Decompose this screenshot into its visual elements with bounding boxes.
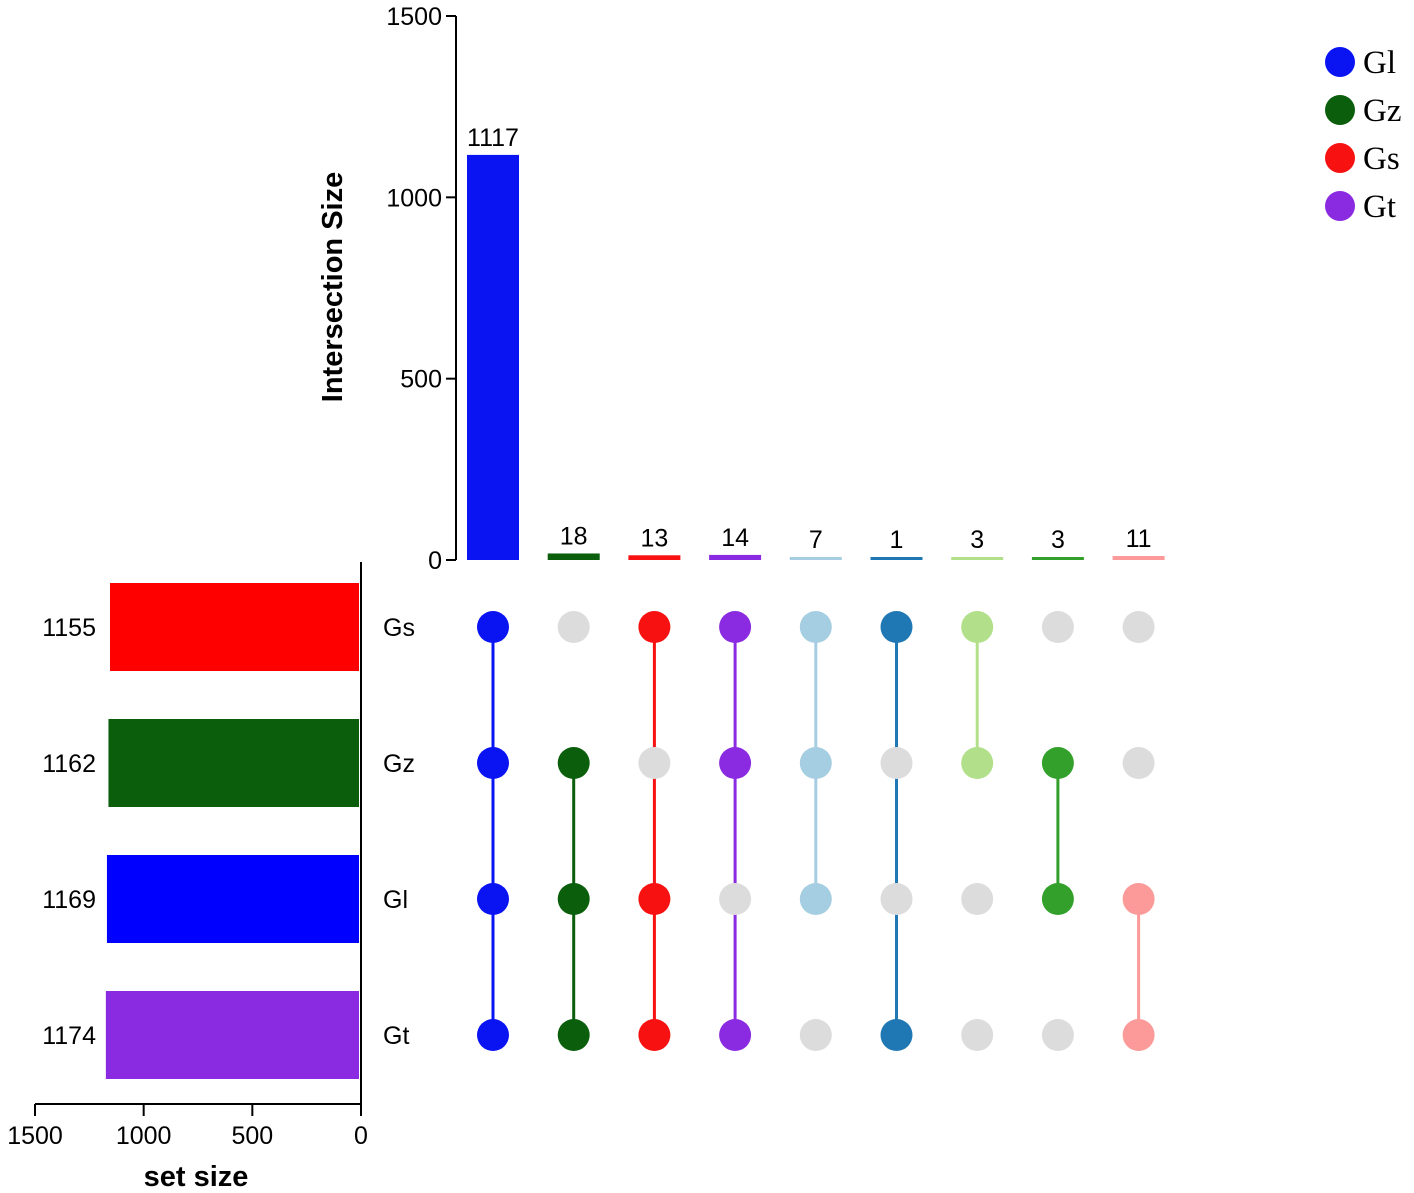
matrix-dot-active: [477, 611, 509, 643]
matrix-dot-inactive: [880, 747, 913, 779]
legend-swatch: [1325, 191, 1355, 221]
matrix-dot-inactive: [961, 1019, 994, 1051]
matrix-dot-active: [638, 611, 671, 643]
matrix-dot-active: [1041, 747, 1074, 779]
intersection-bar-label: 13: [640, 524, 668, 552]
matrix-dot-active: [1041, 883, 1074, 915]
matrix-dot-active: [638, 883, 671, 915]
set-name-label: Gt: [383, 1022, 409, 1050]
intersection-axis-tick-label: 1000: [386, 184, 442, 212]
intersection-axis-tick-label: 1500: [386, 3, 442, 31]
set-size-axis-tick-label: 1500: [7, 1122, 63, 1150]
set-size-bar: [108, 719, 359, 807]
intersection-bar-label: 1: [890, 526, 904, 554]
set-size-label: 1155: [42, 614, 96, 642]
legend: Gl Gz Gs Gt: [1325, 45, 1401, 225]
matrix-dot-active: [961, 611, 994, 643]
set-size-label: 1174: [42, 1022, 96, 1050]
intersection-bar: [951, 557, 1004, 560]
matrix-dot-active: [799, 883, 832, 915]
legend-swatch: [1325, 95, 1355, 125]
matrix-dot-active: [477, 883, 509, 915]
set-size-bar: [109, 583, 359, 671]
intersection-bar-label: 3: [970, 526, 984, 554]
intersection-bar-label: 11: [1126, 525, 1152, 553]
matrix-dot-active: [799, 611, 832, 643]
matrix-dot-active: [477, 747, 509, 779]
matrix-dot-inactive: [1122, 747, 1155, 779]
matrix-dot-active: [1122, 883, 1155, 915]
matrix-dot-active: [557, 883, 590, 915]
intersection-bar: [628, 555, 681, 560]
intersection-bar-label: 14: [721, 524, 749, 552]
intersection-bar-label: 3: [1051, 526, 1065, 554]
matrix-dot-inactive: [880, 883, 913, 915]
matrix-dot-inactive: [557, 611, 590, 643]
intersection-bar: [1031, 557, 1084, 560]
intersection-bar: [1112, 556, 1165, 560]
intersection-axis-tick-label: 500: [400, 366, 442, 394]
matrix-dot-active: [557, 747, 590, 779]
legend-label: Gt: [1363, 189, 1396, 225]
legend-label: Gl: [1363, 45, 1396, 81]
set-name-label: Gl: [383, 886, 408, 914]
set-name-label: Gz: [383, 750, 415, 778]
matrix-dot-active: [961, 747, 994, 779]
matrix-dot-inactive: [1041, 611, 1074, 643]
matrix-dot-active: [799, 747, 832, 779]
intersection-bar: [870, 557, 923, 560]
legend-swatch: [1325, 47, 1355, 77]
set-size-label: 1162: [42, 750, 96, 778]
matrix-dot-inactive: [638, 747, 671, 779]
intersection-bar: [547, 553, 600, 560]
intersection-size-axis: 0 500 1000 1500: [386, 3, 457, 575]
matrix-dot-active: [719, 611, 752, 643]
matrix-dot-active: [880, 1019, 913, 1051]
matrix-dot-inactive: [1041, 1019, 1074, 1051]
intersection-bar: [709, 554, 762, 560]
matrix-dot-inactive: [1122, 611, 1155, 643]
intersection-size-axis-title: Intersection Size: [317, 172, 349, 402]
matrix-dot-active: [477, 1019, 509, 1051]
set-size-axis-tick-label: 1000: [116, 1122, 172, 1150]
matrix-dot-active: [557, 1019, 590, 1051]
matrix-dot-inactive: [961, 883, 994, 915]
set-size-axis-tick-label: 500: [231, 1122, 273, 1150]
set-names: Gs Gz Gl Gt: [383, 614, 415, 1050]
set-size-bars: 1155 1162 1169 1174: [42, 562, 362, 1104]
intersection-bar-label: 18: [560, 522, 588, 550]
matrix-dot-active: [719, 1019, 752, 1051]
intersection-bar-label: 7: [809, 526, 823, 554]
legend-swatch: [1325, 143, 1355, 173]
set-size-bar: [105, 991, 359, 1079]
intersection-bar-label: 1117: [467, 124, 519, 152]
legend-label: Gs: [1363, 141, 1400, 177]
intersection-bar: [789, 557, 842, 560]
matrix-dot-active: [1122, 1019, 1155, 1051]
intersection-matrix: [477, 611, 1155, 1051]
matrix-dot-active: [638, 1019, 671, 1051]
matrix-dot-inactive: [799, 1019, 832, 1051]
set-size-axis: 1500 1000 500 0: [7, 1103, 368, 1150]
set-size-bar: [106, 855, 359, 943]
legend-label: Gz: [1363, 93, 1401, 129]
intersection-axis-tick-label: 0: [428, 547, 442, 575]
matrix-dot-active: [880, 611, 913, 643]
matrix-dot-active: [719, 747, 752, 779]
set-size-axis-title: set size: [144, 1161, 249, 1193]
set-size-label: 1169: [42, 886, 96, 914]
intersection-bar: [467, 154, 519, 560]
set-name-label: Gs: [383, 614, 415, 642]
set-size-axis-tick-label: 0: [354, 1122, 368, 1150]
matrix-dot-inactive: [719, 883, 752, 915]
